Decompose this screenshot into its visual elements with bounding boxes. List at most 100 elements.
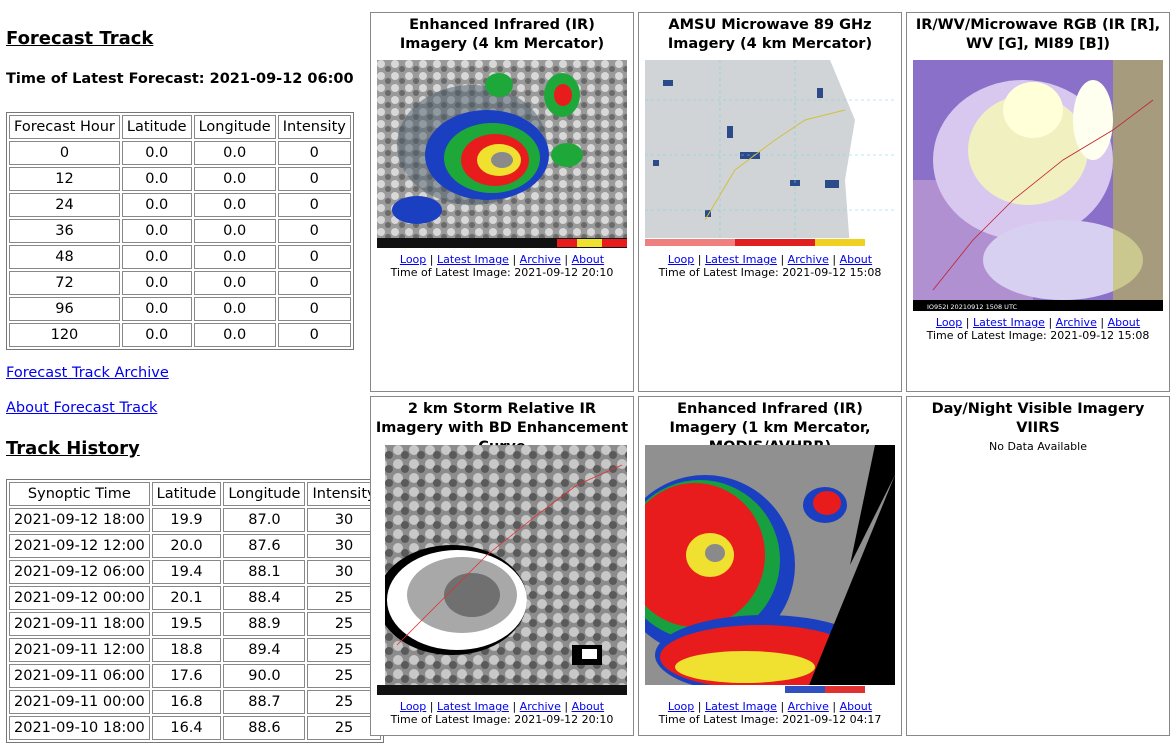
forecast-table-header: Forecast Hour Latitude Longitude Intensi… [9, 115, 351, 139]
history-row-cell-2: 19.9 [151, 508, 222, 532]
loop-link[interactable]: Loop [399, 700, 427, 713]
forecast-row: 48 0.0 0.0 0 [9, 245, 351, 269]
forecast-row: 24 0.0 0.0 0 [9, 193, 351, 217]
history-row-cell-1: 2021-09-10 18:00 [9, 716, 150, 740]
forecast-row-cell-4: 0 [277, 167, 351, 191]
history-row-cell-1: 2021-09-12 18:00 [9, 508, 150, 532]
forecast-row: 72 0.0 0.0 0 [9, 271, 351, 295]
track-history-title: Track History [6, 438, 140, 459]
link-separator: | [512, 253, 517, 266]
panel-title: IR/WV/Microwave RGB (IR [R], WV [G], MI8… [915, 17, 1161, 52]
about-forecast-track-link[interactable]: About Forecast Track [6, 400, 158, 416]
latest-image-link[interactable]: Latest Image [705, 253, 777, 266]
history-table-header: Synoptic Time Latitude Longitude Intensi… [9, 482, 381, 506]
forecast-row: 12 0.0 0.0 0 [9, 167, 351, 191]
panel-title: Enhanced Infrared (IR) Imagery (4 km Mer… [399, 17, 605, 52]
forecast-row-cell-1: 0 [9, 141, 120, 165]
link-separator: | [832, 253, 837, 266]
link-separator: | [1100, 316, 1105, 329]
image-time-label: Time of Latest Image: 2021-09-12 15:08 [926, 329, 1150, 342]
history-row-cell-1: 2021-09-12 06:00 [9, 560, 150, 584]
image-time-label: Time of Latest Image: 2021-09-12 20:10 [390, 266, 614, 279]
panel-storm-relative-ir: 2 km Storm Relative IR Imagery with BD E… [370, 396, 634, 736]
forecast-row-cell-2: 0.0 [121, 271, 192, 295]
archive-link[interactable]: Archive [1055, 316, 1097, 329]
loop-link[interactable]: Loop [935, 316, 963, 329]
forecast-track-archive-link[interactable]: Forecast Track Archive [6, 365, 169, 381]
history-row-cell-1: 2021-09-12 12:00 [9, 534, 150, 558]
col-longitude: Longitude [223, 482, 306, 506]
latest-image-link[interactable]: Latest Image [437, 253, 509, 266]
link-separator: | [697, 253, 702, 266]
archive-link[interactable]: Archive [519, 700, 561, 713]
history-row: 2021-09-12 06:00 19.4 88.1 30 [9, 560, 381, 584]
forecast-time-label: Time of Latest Forecast: 2021-09-12 06:0… [6, 71, 354, 87]
forecast-row-cell-1: 120 [9, 323, 120, 347]
link-separator: | [429, 253, 434, 266]
forecast-table: Forecast Hour Latitude Longitude Intensi… [6, 112, 354, 350]
history-row-cell-3: 88.9 [223, 612, 306, 636]
forecast-row: 96 0.0 0.0 0 [9, 297, 351, 321]
panel-viirs-visible: Day/Night Visible Imagery VIIRS No Data … [906, 396, 1170, 736]
about-link[interactable]: About [839, 253, 873, 266]
track-history-table: Synoptic Time Latitude Longitude Intensi… [6, 479, 384, 743]
link-separator: | [832, 700, 837, 713]
panel-links: Loop | Latest Image | Archive | About [907, 316, 1169, 329]
forecast-row-cell-2: 0.0 [121, 141, 192, 165]
link-separator: | [780, 253, 785, 266]
loop-link[interactable]: Loop [667, 253, 695, 266]
history-row: 2021-09-11 06:00 17.6 90.0 25 [9, 664, 381, 688]
image-time-label: Time of Latest Image: 2021-09-12 20:10 [390, 713, 614, 726]
link-separator: | [564, 253, 569, 266]
loop-link[interactable]: Loop [667, 700, 695, 713]
history-row: 2021-09-10 18:00 16.4 88.6 25 [9, 716, 381, 740]
history-row-cell-2: 20.1 [151, 586, 222, 610]
latest-image-link[interactable]: Latest Image [973, 316, 1045, 329]
latest-image-link[interactable]: Latest Image [437, 700, 509, 713]
history-row-cell-2: 19.5 [151, 612, 222, 636]
history-row-cell-1: 2021-09-11 12:00 [9, 638, 150, 662]
history-row-cell-3: 89.4 [223, 638, 306, 662]
forecast-row-cell-1: 36 [9, 219, 120, 243]
history-row-cell-2: 17.6 [151, 664, 222, 688]
history-row-cell-2: 19.4 [151, 560, 222, 584]
forecast-row-cell-3: 0.0 [193, 245, 276, 269]
history-row-cell-3: 88.6 [223, 716, 306, 740]
forecast-row-cell-1: 48 [9, 245, 120, 269]
about-link[interactable]: About [571, 253, 605, 266]
col-intensity: Intensity [277, 115, 351, 139]
forecast-row-cell-3: 0.0 [193, 297, 276, 321]
history-row-cell-2: 16.8 [151, 690, 222, 714]
col-longitude: Longitude [193, 115, 276, 139]
about-link[interactable]: About [839, 700, 873, 713]
modis-satellite-image[interactable] [645, 445, 895, 695]
forecast-row: 0 0.0 0.0 0 [9, 141, 351, 165]
history-row-cell-3: 90.0 [223, 664, 306, 688]
panel-links: Loop | Latest Image | Archive | About [639, 253, 901, 266]
history-row: 2021-09-11 18:00 19.5 88.9 25 [9, 612, 381, 636]
microwave-satellite-image[interactable] [645, 60, 895, 248]
forecast-row-cell-3: 0.0 [193, 323, 276, 347]
panel-enhanced-ir: Enhanced Infrared (IR) Imagery (4 km Mer… [370, 12, 634, 392]
forecast-row-cell-1: 12 [9, 167, 120, 191]
history-row-cell-2: 18.8 [151, 638, 222, 662]
col-forecast-hour: Forecast Hour [9, 115, 120, 139]
ir-satellite-image[interactable] [377, 60, 627, 248]
forecast-row-cell-4: 0 [277, 323, 351, 347]
rgb-satellite-image[interactable]: IO952I 20210912 1508 UTC [913, 60, 1163, 311]
history-row-cell-3: 87.6 [223, 534, 306, 558]
forecast-row-cell-4: 0 [277, 141, 351, 165]
history-row-cell-2: 16.4 [151, 716, 222, 740]
archive-link[interactable]: Archive [519, 253, 561, 266]
about-link[interactable]: About [1107, 316, 1141, 329]
no-data-label: No Data Available [988, 440, 1087, 453]
panel-title: Day/Night Visible Imagery VIIRS [931, 401, 1145, 436]
forecast-row-cell-3: 0.0 [193, 167, 276, 191]
history-row-cell-1: 2021-09-11 18:00 [9, 612, 150, 636]
latest-image-link[interactable]: Latest Image [705, 700, 777, 713]
about-link[interactable]: About [571, 700, 605, 713]
archive-link[interactable]: Archive [787, 700, 829, 713]
bd-ir-satellite-image[interactable] [377, 445, 627, 695]
loop-link[interactable]: Loop [399, 253, 427, 266]
archive-link[interactable]: Archive [787, 253, 829, 266]
